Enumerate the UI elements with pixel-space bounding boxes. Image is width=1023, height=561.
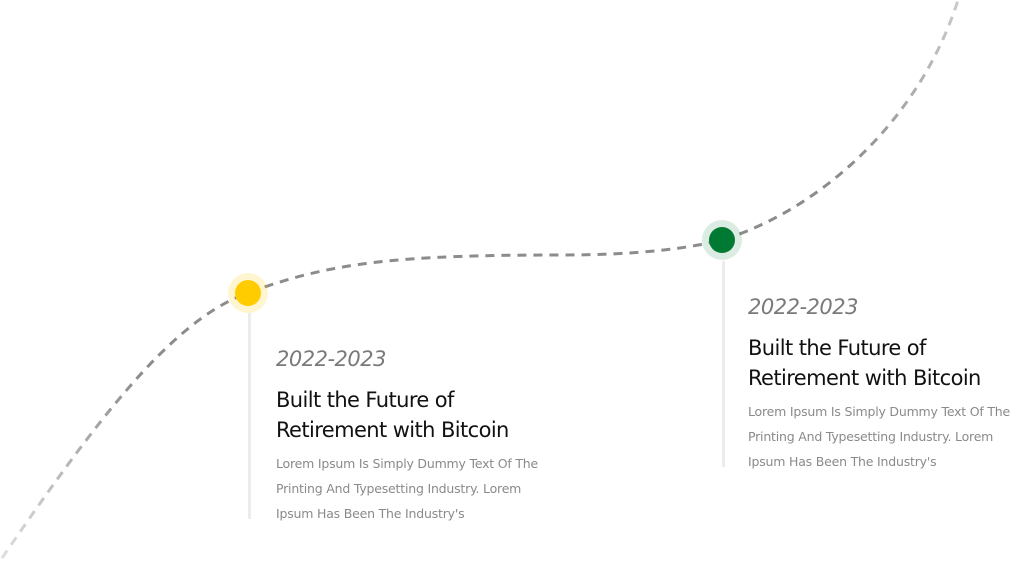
milestone-1-stem xyxy=(248,313,251,519)
milestone-1-marker-core xyxy=(235,280,261,306)
milestone-2-title: Built the Future of Retirement with Bitc… xyxy=(748,336,981,390)
milestone-2-description: Lorem Ipsum Is Simply Dummy Text Of The … xyxy=(748,404,1011,469)
milestone-2-stem xyxy=(722,261,725,467)
milestone-2-marker-core xyxy=(709,227,735,253)
milestone-1-title: Built the Future of Retirement with Bitc… xyxy=(276,388,509,442)
milestone-2-marker xyxy=(702,220,742,260)
timeline-dashed-curve xyxy=(0,0,960,559)
milestone-1-card: 2022-2023 Built the Future of Retirement… xyxy=(276,345,566,526)
milestone-2-year: 2022-2023 xyxy=(748,295,858,319)
milestone-1-year: 2022-2023 xyxy=(276,347,386,371)
milestone-1-marker xyxy=(228,273,268,313)
milestone-1-description: Lorem Ipsum Is Simply Dummy Text Of The … xyxy=(276,456,539,521)
milestone-2-card: 2022-2023 Built the Future of Retirement… xyxy=(748,293,1023,474)
